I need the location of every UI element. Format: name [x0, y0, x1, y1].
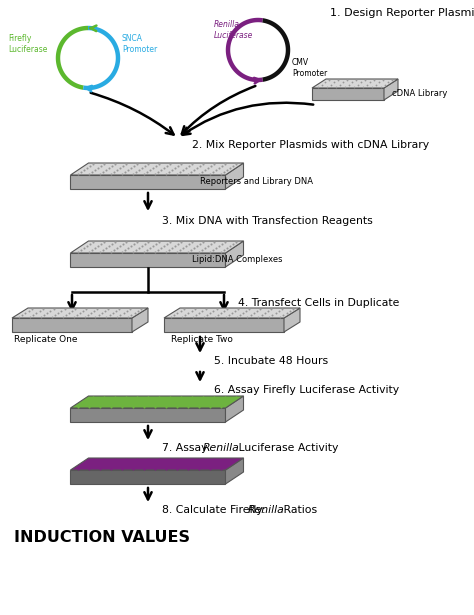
Text: Replicate One: Replicate One [14, 336, 78, 344]
Polygon shape [312, 79, 398, 88]
Text: 1. Design Reporter Plasmids: 1. Design Reporter Plasmids [330, 8, 474, 18]
Text: Luciferase Activity: Luciferase Activity [235, 443, 338, 453]
Polygon shape [71, 470, 226, 484]
Polygon shape [71, 163, 244, 175]
Text: cDNA Library: cDNA Library [392, 90, 447, 98]
Polygon shape [312, 88, 384, 100]
Polygon shape [71, 408, 226, 422]
Polygon shape [226, 458, 244, 484]
Polygon shape [71, 241, 244, 253]
Polygon shape [12, 318, 132, 332]
Text: 5. Incubate 48 Hours: 5. Incubate 48 Hours [214, 356, 328, 366]
Polygon shape [226, 163, 244, 189]
Polygon shape [71, 396, 244, 408]
Polygon shape [12, 308, 148, 318]
Text: Ratios: Ratios [280, 505, 317, 515]
Text: Renilla: Renilla [203, 443, 240, 453]
Text: 7. Assay: 7. Assay [162, 443, 211, 453]
Text: Renilla
Luciferase: Renilla Luciferase [214, 20, 254, 40]
Text: 2. Mix Reporter Plasmids with cDNA Library: 2. Mix Reporter Plasmids with cDNA Libra… [192, 140, 429, 150]
Polygon shape [132, 308, 148, 332]
Text: Renilla: Renilla [248, 505, 285, 515]
Text: Reporters and Library DNA: Reporters and Library DNA [200, 177, 313, 186]
Text: CMV
Promoter: CMV Promoter [292, 58, 327, 78]
Text: SNCA
Promoter: SNCA Promoter [122, 34, 157, 54]
Polygon shape [71, 458, 244, 470]
Text: Firefly
Luciferase: Firefly Luciferase [8, 34, 47, 54]
Polygon shape [164, 318, 284, 332]
Polygon shape [226, 241, 244, 267]
Text: 3. Mix DNA with Transfection Reagents: 3. Mix DNA with Transfection Reagents [162, 216, 373, 226]
Polygon shape [71, 175, 226, 189]
Polygon shape [164, 308, 300, 318]
Polygon shape [384, 79, 398, 100]
Text: 8. Calculate Firefly:: 8. Calculate Firefly: [162, 505, 265, 515]
Text: INDUCTION VALUES: INDUCTION VALUES [14, 530, 190, 545]
Text: 6. Assay Firefly Luciferase Activity: 6. Assay Firefly Luciferase Activity [214, 385, 399, 395]
Text: 4. Transfect Cells in Duplicate: 4. Transfect Cells in Duplicate [238, 298, 400, 308]
Text: Replicate Two: Replicate Two [171, 336, 233, 344]
Text: Lipid:DNA Complexes: Lipid:DNA Complexes [192, 255, 283, 264]
Polygon shape [71, 253, 226, 267]
Polygon shape [226, 396, 244, 422]
Polygon shape [284, 308, 300, 332]
